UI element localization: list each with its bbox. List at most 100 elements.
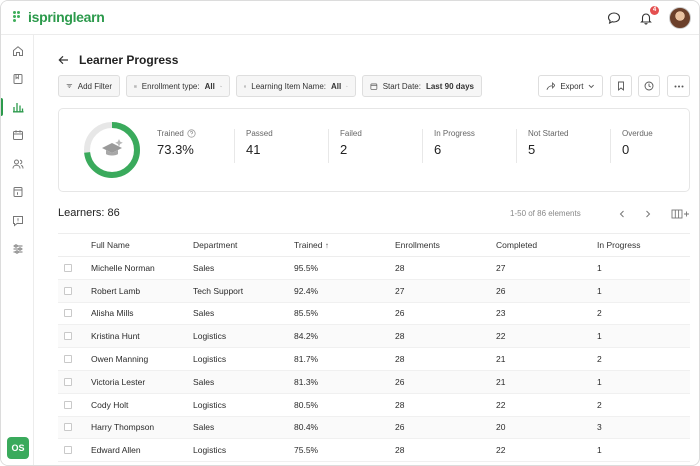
row-checkbox[interactable] [64,446,72,455]
sidebar-item-help[interactable] [1,209,34,233]
cell-department: Tech Support [193,279,294,303]
schedule-button[interactable] [638,75,660,97]
table-row[interactable]: Michelle Norman Sales 95.5% 28 27 1 [58,256,690,280]
cell-enrollments: 26 [395,370,496,394]
table-row[interactable]: Alisha Mills Sales 85.5% 26 23 2 [58,302,690,326]
table-row[interactable]: Harry Thompson Sales 80.4% 26 20 3 [58,416,690,440]
table-row[interactable]: Robert Lamb Tech Support 92.4% 27 26 1 [58,279,690,303]
row-checkbox[interactable] [64,377,72,386]
cell-trained: 92.4% [294,279,395,303]
column-header-department[interactable]: Department [193,233,294,257]
table-row[interactable]: Kristina Hunt Logistics 84.2% 28 22 1 [58,324,690,349]
cell-enrollments: 28 [395,324,496,349]
sort-ascending-icon: ↑ [324,241,329,250]
more-options-button[interactable] [667,75,690,97]
columns-settings-button[interactable] [670,206,692,222]
sidebar-item-calendar[interactable] [1,123,34,147]
row-checkbox[interactable] [64,332,72,341]
prev-page-button[interactable] [614,206,630,222]
chevron-right-icon [646,210,651,218]
sidebar-item-catalog[interactable] [1,67,34,91]
row-select-cell [58,393,91,417]
row-checkbox[interactable] [64,286,72,295]
row-select-cell [58,347,91,371]
table-row[interactable]: Victoria Lester Sales 81.3% 26 21 1 [58,370,690,394]
bookmark-button[interactable] [610,75,632,97]
user-initials-button[interactable]: OS [7,437,29,459]
back-arrow-icon[interactable] [58,55,69,65]
avatar[interactable] [669,7,691,29]
logo[interactable]: ispringlearn [13,9,105,25]
column-header-full-name[interactable]: Full Name [91,233,193,257]
row-checkbox[interactable] [64,309,72,318]
cell-trained: 84.2% [294,324,395,349]
stats-card: Trained 73.3% Passed 41 Failed 2 In Prog… [58,108,690,192]
column-header-enrollments[interactable]: Enrollments [395,233,496,257]
sidebar-item-reports[interactable] [1,95,34,119]
export-label: Export [560,81,584,91]
cell-full-name: Victoria Lester [91,370,193,394]
table-row[interactable]: Cody Holt Logistics 80.5% 28 22 2 [58,393,690,417]
sidebar-item-settings[interactable] [1,237,34,261]
enrollment-type-filter[interactable]: Enrollment type: All [126,75,230,97]
cell-full-name: Owen Manning [91,347,193,371]
stat-failed: Failed 2 [340,129,362,157]
filter-icon [66,83,73,89]
add-filter-label: Add Filter [77,81,112,91]
start-date-filter[interactable]: Start Date: Last 90 days [362,75,482,97]
stat-failed-label: Failed [340,129,362,138]
bookmark-icon [618,81,624,91]
select-column-header [58,233,91,257]
page-title: Learner Progress [79,53,179,67]
chat-icon[interactable] [605,9,623,27]
cell-in-progress: 1 [597,438,690,463]
table-row[interactable]: Edward Allen Logistics 75.5% 28 22 1 [58,438,690,463]
row-checkbox[interactable] [64,263,72,272]
stat-not-started: Not Started 5 [528,129,568,157]
row-checkbox[interactable] [64,400,72,409]
table-row[interactable]: Owen Manning Logistics 81.7% 28 21 2 [58,347,690,371]
column-header-trained[interactable]: Trained ↑ [294,233,395,257]
stat-passed-value: 41 [246,142,261,157]
stat-overdue: Overdue 0 [622,129,653,157]
columns-add-icon [671,209,689,219]
stat-not-started-value: 5 [528,142,536,157]
cell-enrollments: 27 [395,279,496,303]
cell-in-progress: 2 [597,393,690,417]
row-select-cell [58,324,91,349]
column-header-in-progress[interactable]: In Progress [597,233,690,257]
cell-department: Sales [193,416,294,440]
share-icon [546,81,556,90]
enrollment-type-label: Enrollment type: [141,81,200,91]
learning-item-filter[interactable]: Learning Item Name: All [236,75,356,97]
cell-completed: 26 [496,279,597,303]
sidebar-item-home[interactable] [1,39,34,63]
next-page-button[interactable] [640,206,656,222]
home-icon [12,46,23,56]
bell-icon[interactable]: 4 [637,6,659,27]
cell-full-name: Robert Lamb [91,279,193,303]
users-icon [12,159,23,169]
sidebar: OS [1,35,34,465]
cell-enrollments: 26 [395,302,496,326]
row-select-cell [58,256,91,280]
add-filter-button[interactable]: Add Filter [58,75,120,97]
row-checkbox[interactable] [64,355,72,364]
cell-completed: 21 [496,370,597,394]
stat-failed-value: 2 [340,142,348,157]
sidebar-item-assignments[interactable] [1,180,34,204]
sidebar-item-users[interactable] [1,152,34,176]
export-button[interactable]: Export [538,75,603,97]
stat-not-started-label: Not Started [528,129,569,138]
column-header-completed[interactable]: Completed [496,233,597,257]
cell-enrollments: 26 [395,416,496,440]
stat-in-progress-value: 6 [434,142,442,157]
row-select-cell [58,416,91,440]
stat-in-progress: In Progress 6 [434,129,475,157]
cell-completed: 22 [496,438,597,463]
trained-donut-chart [84,122,140,178]
row-checkbox[interactable] [64,423,72,432]
cell-full-name: Kristina Hunt [91,324,193,349]
cell-in-progress: 3 [597,416,690,440]
